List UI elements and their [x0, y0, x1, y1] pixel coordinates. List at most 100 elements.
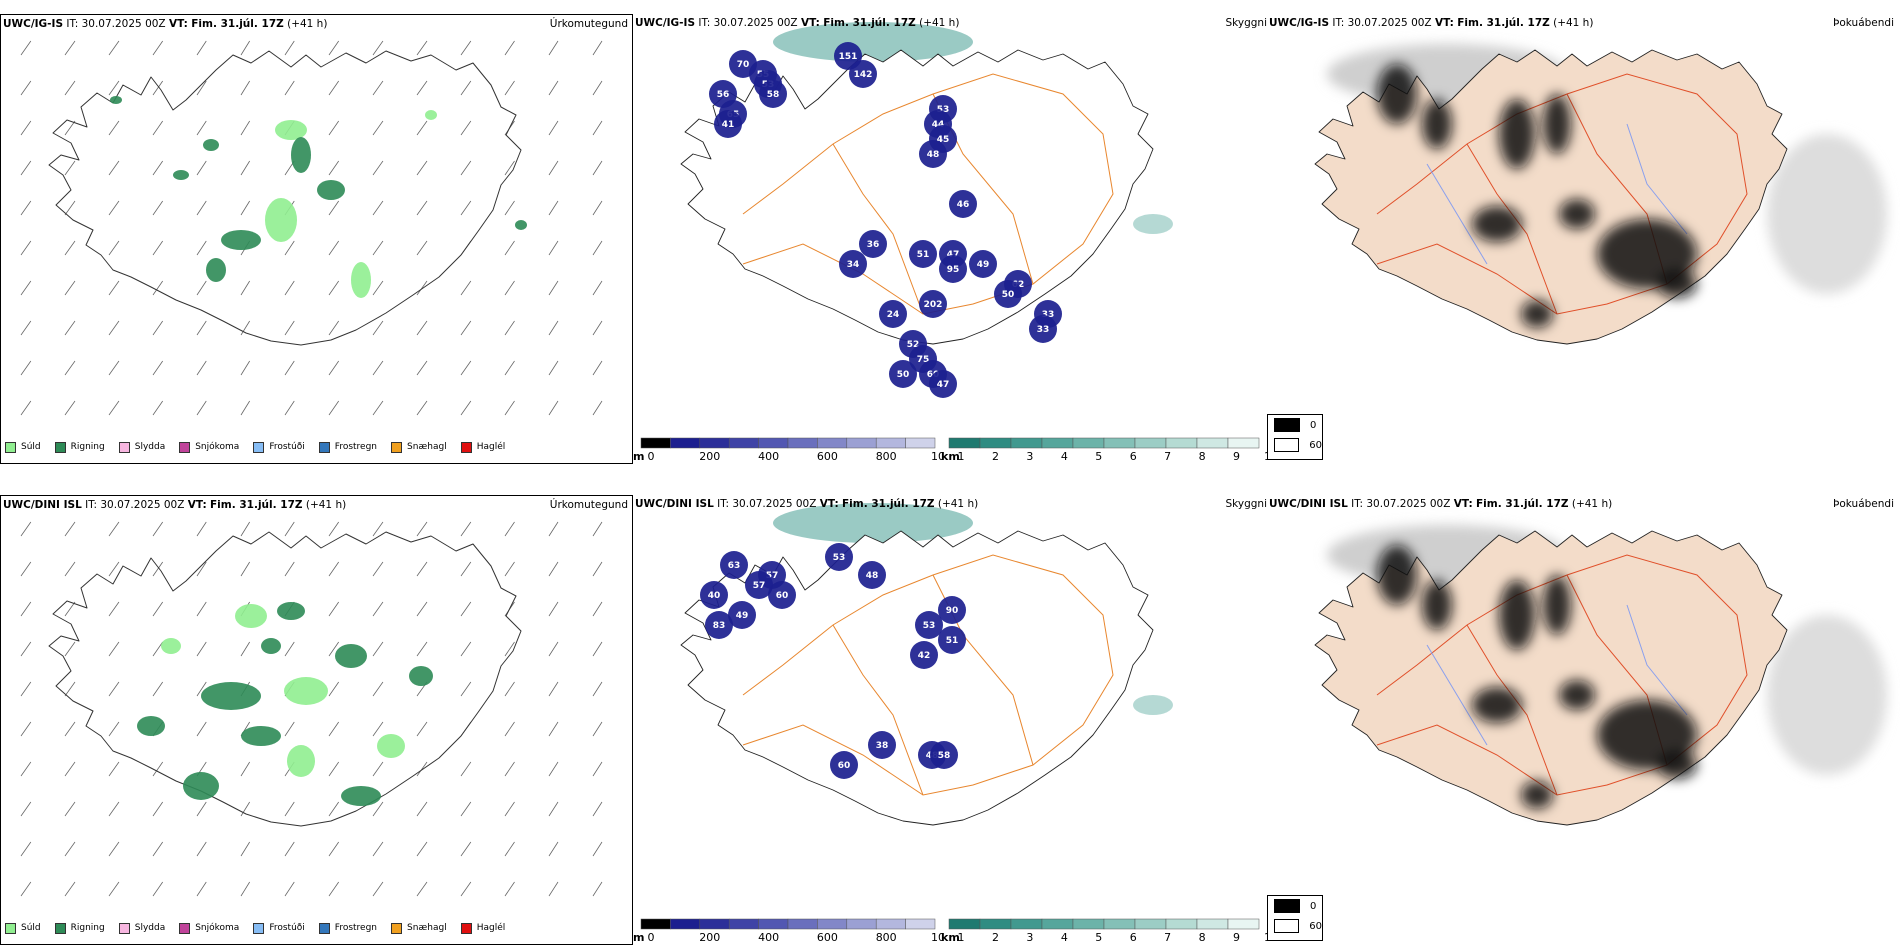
ceiling-value-label: 45: [937, 135, 950, 145]
ceiling-blob: [745, 571, 773, 599]
legend-label: Súld: [21, 442, 41, 452]
ceiling-value-label: 60: [838, 761, 851, 771]
ceiling-value-label: 83: [713, 621, 726, 631]
precip-legend-item: Rigning: [54, 441, 105, 453]
colorbar-cell: [948, 918, 981, 930]
legend-label: Haglél: [476, 923, 506, 933]
colorbar-cell: [1227, 437, 1260, 449]
legend-label: Frostúði: [269, 923, 305, 933]
ceiling-areas: 1511427055535856654153444548363451479549…: [709, 42, 1062, 398]
colorbar-tick: 1000: [931, 931, 943, 944]
ceiling-blob: [879, 300, 907, 328]
legend-label: Frostregn: [334, 442, 378, 452]
panel-type-label: Úrkomutegund: [549, 499, 628, 511]
legend-swatch: [118, 922, 130, 934]
colorbar-tick: 4: [1061, 450, 1068, 463]
ceiling-blob: [759, 80, 787, 108]
ceiling-blob: [930, 741, 958, 769]
precip-legend-item: Frostúði: [253, 922, 305, 934]
colorbar-tick: 2: [992, 450, 999, 463]
legend-label: 0: [1310, 900, 1317, 912]
colorbar-cell: [1010, 918, 1043, 930]
ceiling-value-label: 53: [937, 105, 950, 115]
visibility-colorbar: km1 2 3 4 5 6 7 8 9 10: [941, 437, 1267, 463]
iceland-ceiling-visibility-map: 1511427055535856654153444548363451479549…: [680, 22, 1173, 398]
colorbar-tick: 3: [1026, 450, 1033, 463]
ceiling-value-label: 33: [1042, 310, 1055, 320]
legend-swatch: [253, 922, 265, 934]
legend-swatch: [54, 922, 66, 934]
colorbar-tick: 400: [758, 931, 779, 944]
colorbar-cell: [787, 918, 818, 930]
colorbar-cell: [1103, 437, 1136, 449]
ceiling-value-label: 34: [847, 260, 860, 270]
ceiling-blob: [938, 626, 966, 654]
ceiling-value-label: 40: [708, 591, 721, 601]
panel-title: UWC/DINI ISL IT: 30.07.2025 00Z VT: Fim.…: [635, 498, 979, 510]
visibility-areas: [773, 503, 1173, 715]
precip-legend-item: Rigning: [54, 922, 105, 934]
legend-swatch: [5, 441, 16, 453]
ceiling-blob: [915, 611, 943, 639]
precip-legend-item: Slydda: [118, 441, 166, 453]
fog-legend-item: 0: [1268, 415, 1322, 435]
ceiling-value-label: 63: [728, 561, 741, 571]
ceiling-value-label: 56: [717, 90, 730, 100]
legend-swatch: [179, 441, 191, 453]
fog-areas: [1377, 545, 1697, 809]
fog-legend: 0 60: [1267, 895, 1323, 941]
ceiling-blob: [919, 140, 947, 168]
precip-legend-item: Snæhagl: [391, 441, 447, 453]
colorbar-tick: 200: [699, 450, 720, 463]
panel-type-label: Skyggni: [1225, 498, 1268, 510]
ceiling-blob: [825, 543, 853, 571]
legend-swatch: [118, 441, 130, 453]
ceiling-value-label: 51: [946, 636, 959, 646]
precip-legend-item: Frostregn: [318, 441, 378, 453]
wind-barbs: [20, 40, 603, 416]
colorbar-cell: [846, 918, 877, 930]
colorbar-tick: 400: [758, 450, 779, 463]
visibility-areas: [773, 22, 1173, 234]
fog-legend-item: 0: [1268, 896, 1322, 916]
fog-legend-item: 60: [1268, 916, 1322, 936]
ceiling-blob: [839, 250, 867, 278]
ceiling-value-label: 24: [887, 310, 900, 320]
legend-swatch: [1274, 919, 1300, 933]
colorbar-cell: [1010, 437, 1043, 449]
legend-swatch: [391, 922, 403, 934]
colorbar-tick: 5: [1095, 450, 1102, 463]
ceiling-value-label: 47: [937, 380, 950, 390]
colorbar-tick: 6: [1130, 450, 1137, 463]
legend-label: Rigning: [70, 923, 105, 933]
colorbar-tick: 10: [1264, 931, 1267, 944]
precip-legend: Súld Rigning Slydda Snjókoma Frostúði Frostre…: [5, 918, 519, 938]
colorbar-tick: 0: [648, 450, 655, 463]
colorbar-cell: [699, 918, 730, 930]
ceiling-blob: [994, 280, 1022, 308]
ceiling-blob: [910, 641, 938, 669]
legend-label: Snæhagl: [407, 442, 447, 452]
colorbar-tick: 7: [1164, 931, 1171, 944]
colorbar-tick: 1: [958, 931, 965, 944]
ceiling-blob: [849, 60, 877, 88]
ceiling-value-label: 46: [957, 200, 970, 210]
precip-type-panel-2: UWC/DINI ISL IT: 30.07.2025 00Z VT: Fim.…: [0, 495, 633, 945]
colorbar-tick: 4: [1061, 931, 1068, 944]
colorbar-cell: [1041, 437, 1074, 449]
precip-legend-item: Frostregn: [318, 922, 377, 934]
wind-barbs: [20, 521, 603, 897]
ceiling-blob: [720, 551, 748, 579]
ceiling-value-label: 57: [766, 571, 779, 581]
ceiling-value-label: 151: [839, 52, 858, 62]
colorbar-cell: [817, 437, 848, 449]
precip-legend-item: Súld: [5, 441, 41, 453]
colorbar-cell: [728, 437, 759, 449]
ceiling-areas: 5348635757604049839053514238604858: [700, 543, 966, 779]
colorbar-cell: [1041, 918, 1074, 930]
precip-legend-item: Slydda: [118, 922, 165, 934]
legend-swatch: [253, 441, 265, 453]
precip-legend-item: Haglél: [460, 922, 506, 934]
legend-label: Slydda: [134, 442, 166, 452]
colorbar-tick: 3: [1026, 931, 1033, 944]
